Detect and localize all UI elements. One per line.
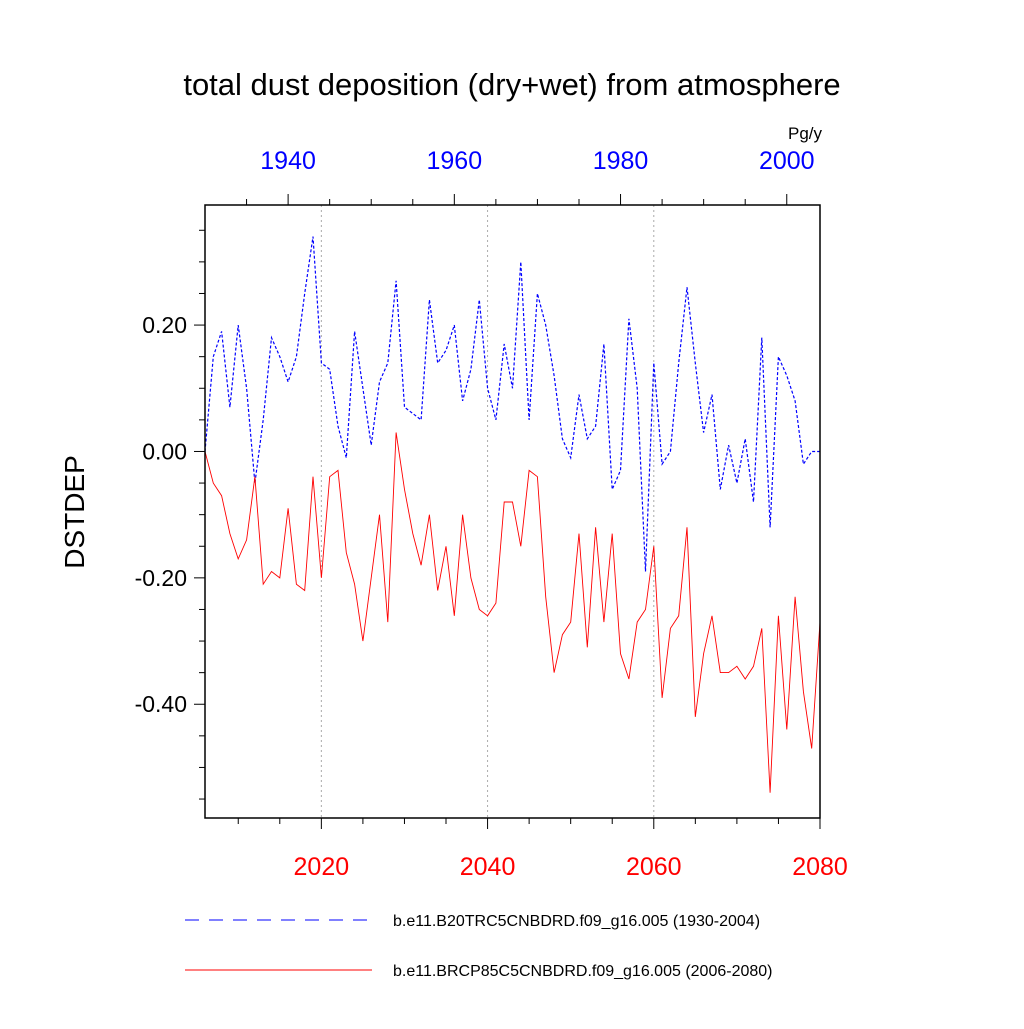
legend-label-red: b.e11.BRCP85C5CNBDRD.f09_g16.005 (2006-2… (393, 963, 772, 980)
series-line-blue (204, 236, 820, 572)
x-bottom-tick-label: 2040 (460, 853, 516, 881)
y-tick-label: -0.40 (135, 691, 187, 717)
plot-frame (204, 204, 821, 819)
units-label: Pg/y (788, 124, 823, 143)
y-axis-label: DSTDEP (59, 455, 90, 569)
legend: b.e11.B20TRC5CNBDRD.f09_g16.005 (1930-20… (185, 913, 772, 980)
series-line-red (204, 432, 821, 793)
axes: -0.40 -0.20 0.00 0.20 2020 2040 2060 2080 1940 19… (135, 147, 848, 881)
x-top-tick-label: 1960 (427, 147, 483, 175)
chart-title: total dust deposition (dry+wet) from atm… (183, 67, 840, 102)
legend-label-blue: b.e11.B20TRC5CNBDRD.f09_g16.005 (1930-20… (393, 913, 760, 930)
y-tick-label: -0.20 (135, 565, 187, 591)
x-bottom-tick-label: 2080 (792, 853, 848, 881)
plot-area (204, 236, 821, 793)
x-bottom-tick-label: 2060 (626, 853, 682, 881)
x-top-tick-label: 1980 (593, 147, 649, 175)
x-top-tick-label: 2000 (759, 147, 815, 175)
x-top-tick-label: 1940 (260, 147, 316, 175)
y-tick-label: 0.00 (142, 438, 187, 464)
y-tick-label: 0.20 (142, 312, 187, 338)
x-bottom-tick-label: 2020 (294, 853, 350, 881)
gridlines (320, 205, 655, 818)
